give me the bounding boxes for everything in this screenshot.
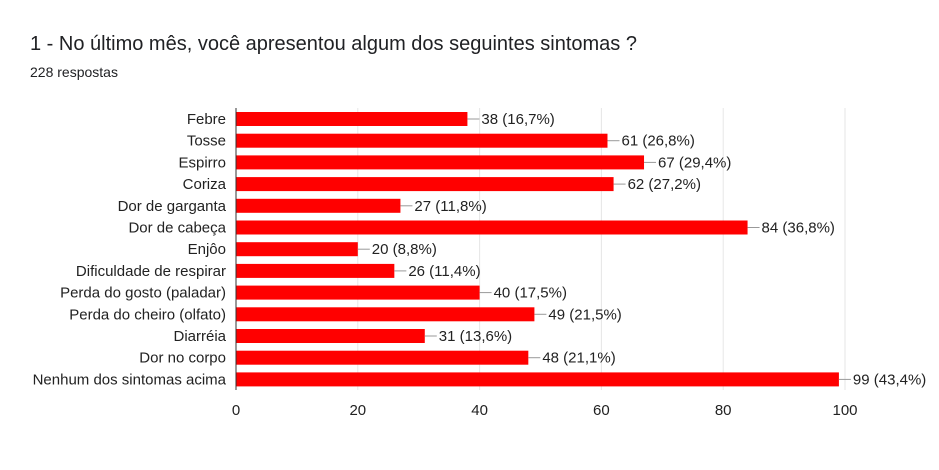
category-label: Dificuldade de respirar (76, 263, 226, 280)
category-label: Enjôo (188, 241, 226, 258)
bar (236, 242, 358, 257)
bar (236, 263, 395, 278)
bar (236, 285, 480, 300)
bar (236, 155, 645, 170)
x-tick-label: 60 (593, 402, 610, 419)
data-label: 27 (11,8%) (414, 198, 486, 215)
bar (236, 112, 468, 126)
x-tick-label: 80 (715, 402, 732, 419)
data-label: 31 (13,6%) (439, 328, 512, 345)
data-label: 26 (11,4%) (408, 263, 480, 280)
category-label: Dor de garganta (118, 198, 227, 215)
category-label: Perda do gosto (paladar) (60, 285, 226, 302)
category-label: Dor de cabeça (128, 220, 226, 237)
bar (236, 177, 614, 192)
category-label: Febre (187, 111, 226, 128)
data-label: 61 (26,8%) (621, 133, 694, 150)
category-label: Nenhum dos sintomas acima (33, 371, 227, 388)
bar (236, 133, 608, 148)
bar (236, 329, 425, 343)
bar (236, 307, 535, 322)
data-label: 20 (8,8%) (372, 241, 437, 258)
bar (236, 372, 839, 387)
category-label: Dor no corpo (139, 350, 226, 367)
data-label: 49 (21,5%) (548, 306, 621, 323)
response-count: 228 respostas (30, 64, 118, 80)
category-label: Tosse (187, 133, 226, 150)
category-label: Perda do cheiro (olfato) (69, 306, 226, 323)
data-label: 67 (29,4%) (658, 154, 731, 171)
data-label: 40 (17,5%) (494, 285, 567, 302)
bar (236, 198, 401, 213)
data-label: 99 (43,4%) (853, 371, 926, 388)
bar (236, 350, 529, 365)
x-tick-label: 40 (471, 402, 488, 419)
data-label: 62 (27,2%) (628, 176, 701, 193)
data-label: 84 (36,8%) (762, 220, 835, 237)
x-tick-label: 100 (832, 402, 857, 419)
bar (236, 220, 748, 235)
category-label: Diarréia (173, 328, 226, 345)
x-tick-label: 20 (349, 402, 366, 419)
category-label: Espirro (178, 154, 226, 171)
x-tick-label: 0 (232, 402, 240, 419)
category-label: Coriza (183, 176, 227, 193)
data-label: 48 (21,1%) (542, 350, 615, 367)
chart-title: 1 - No último mês, você apresentou algum… (30, 33, 637, 55)
data-label: 38 (16,7%) (481, 111, 554, 128)
